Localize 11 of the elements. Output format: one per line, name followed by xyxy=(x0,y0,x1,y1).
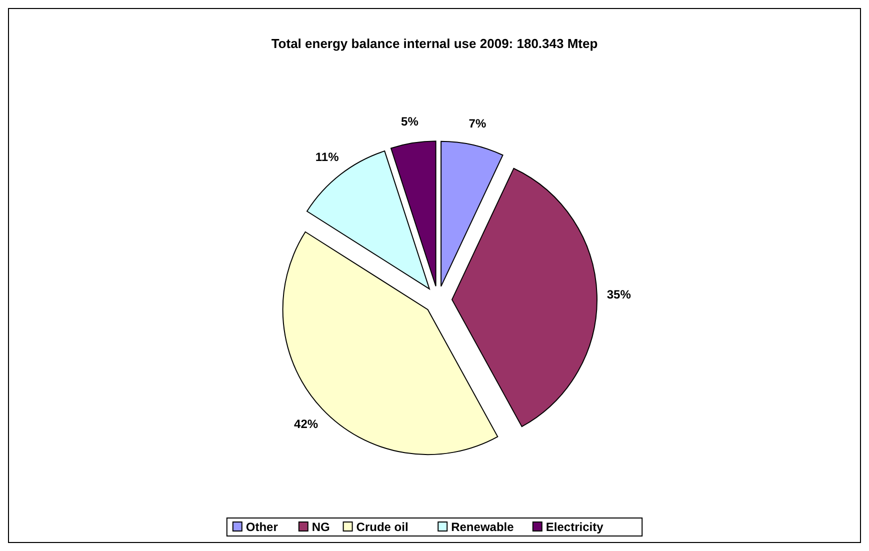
chart-title: Total energy balance internal use 2009: 180.343 Mtep xyxy=(271,36,598,51)
legend-label: Electricity xyxy=(546,520,604,534)
data-label: 35% xyxy=(606,288,632,302)
legend-label: Renewable xyxy=(451,520,514,534)
data-label: 42% xyxy=(294,417,318,432)
data-label: 5% xyxy=(401,114,419,128)
data-label: 7% xyxy=(468,116,486,131)
legend-label: NG xyxy=(312,520,330,534)
legend-label: Crude oil xyxy=(356,520,408,534)
data-label: 11% xyxy=(315,150,340,164)
legend-label: Other xyxy=(246,520,278,534)
